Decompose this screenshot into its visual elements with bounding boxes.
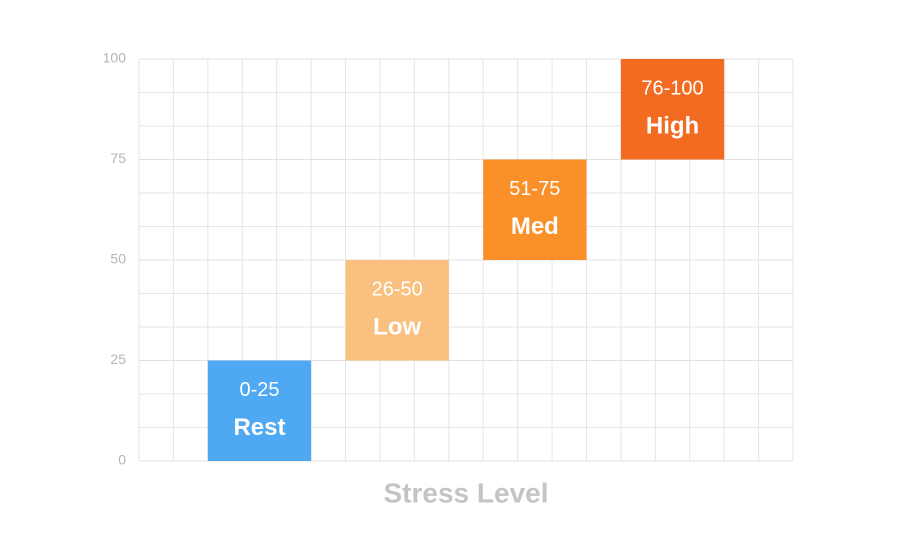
category-label: Rest <box>233 414 285 441</box>
range-label: 26-50 <box>372 278 423 300</box>
bar <box>207 360 312 461</box>
y-tick-label: 75 <box>110 150 126 166</box>
y-tick-label: 100 <box>103 50 127 66</box>
y-tick-label: 0 <box>118 452 126 468</box>
x-axis-label: Stress Level <box>384 477 549 508</box>
bars: 0-25 Rest 26-50 Low 51-75 Med 76-100 High <box>207 59 725 461</box>
bar <box>345 260 449 361</box>
y-tick-label: 50 <box>110 251 126 267</box>
bar <box>620 59 725 160</box>
range-label: 51-75 <box>509 178 560 200</box>
category-label: Low <box>373 314 421 341</box>
y-tick-label: 25 <box>110 351 126 367</box>
range-label: 76-100 <box>641 77 703 99</box>
category-label: Med <box>511 213 559 240</box>
range-label: 0-25 <box>239 379 279 401</box>
bar <box>483 159 587 260</box>
category-label: High <box>646 113 699 140</box>
